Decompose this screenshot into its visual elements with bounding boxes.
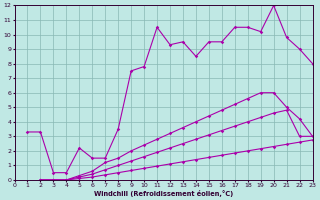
- X-axis label: Windchill (Refroidissement éolien,°C): Windchill (Refroidissement éolien,°C): [94, 190, 233, 197]
